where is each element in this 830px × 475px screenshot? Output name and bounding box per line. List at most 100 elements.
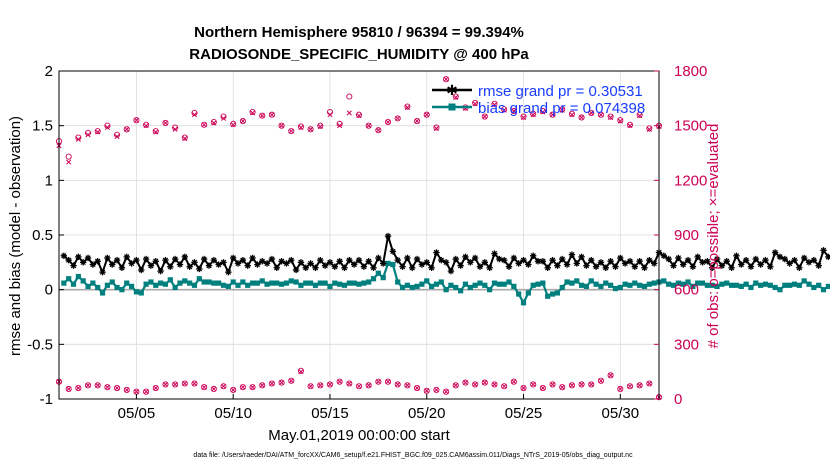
obs-evaluated-point: [86, 383, 90, 387]
obs-evaluated-point: [483, 380, 487, 384]
obs-possible-point: [182, 135, 187, 140]
obs-possible-point: [627, 122, 632, 127]
bias-point: [158, 281, 163, 286]
bias-point: [637, 283, 642, 288]
obs-evaluated-point: [260, 383, 264, 387]
obs-evaluated-point: [173, 382, 177, 386]
data-file-footnote: data file: /Users/raeder/DAI/ATM_forcXX/…: [193, 452, 633, 459]
bias-point: [61, 281, 66, 286]
left-tick-label: 1: [45, 172, 53, 189]
legend: ✱ rmse grand pr = 0.30531 bias grand pr …: [432, 82, 645, 117]
obs-evaluated-point: [376, 128, 380, 132]
right-tick-label: 0: [674, 391, 682, 408]
rmse-point: [191, 259, 197, 265]
obs-evaluated-point: [241, 119, 245, 123]
bias-point: [773, 285, 778, 290]
obs-possible-point: [66, 154, 71, 159]
bias-point: [511, 284, 516, 289]
bias-point: [492, 281, 497, 286]
bias-point: [250, 281, 255, 286]
rmse-point: [733, 253, 739, 259]
bias-point: [724, 281, 729, 286]
obs-evaluated-point: [308, 384, 312, 388]
bias-point: [221, 283, 226, 288]
bias-point: [424, 278, 429, 283]
bias-point: [598, 284, 603, 289]
obs-possible-point: [356, 112, 361, 117]
obs-evaluated-point: [96, 383, 100, 387]
rmse-point: [607, 258, 613, 264]
legend-bias-label: bias grand pr = 0.074398: [478, 100, 645, 117]
right-tick-label: 600: [674, 282, 699, 299]
bias-point: [661, 278, 666, 283]
bias-point: [337, 282, 342, 287]
bias-point: [255, 281, 260, 286]
bias-point: [168, 277, 173, 282]
bias-point: [390, 262, 395, 267]
x-tick-label: 05/30: [602, 405, 640, 422]
obs-evaluated-point: [163, 121, 167, 125]
rmse-point: [491, 250, 497, 256]
rmse-point: [453, 256, 459, 262]
bias-point: [608, 283, 613, 288]
obs-evaluated-point: [66, 387, 70, 391]
bias-point: [545, 294, 550, 299]
obs-possible-point: [298, 124, 303, 129]
rmse-point: [303, 265, 309, 271]
obs-evaluated-point: [144, 390, 148, 394]
bias-point: [540, 281, 545, 286]
rmse-point: [385, 233, 391, 239]
bias-point: [139, 290, 144, 295]
rmse-point: [143, 256, 149, 262]
bias-point: [235, 283, 240, 288]
y-axis-left-label: rmse and bias (model - observation): [7, 116, 24, 356]
bias-point: [473, 283, 478, 288]
bias-point: [110, 279, 115, 284]
right-tick-label: 900: [674, 227, 699, 244]
bias-point: [434, 282, 439, 287]
rmse-point: [680, 261, 686, 267]
bias-point: [81, 278, 86, 283]
rmse-point: [651, 260, 657, 266]
bias-point: [448, 283, 453, 288]
rmse-point: [249, 255, 255, 261]
bias-point: [521, 300, 526, 305]
obs-evaluated-point: [415, 386, 419, 390]
bias-point: [826, 284, 830, 289]
rmse-point: [80, 259, 86, 265]
bias-point: [376, 271, 381, 276]
obs-evaluated-point: [76, 386, 80, 390]
rmse-point: [428, 265, 434, 271]
bias-point: [429, 284, 434, 289]
obs-evaluated-point: [531, 382, 535, 386]
rmse-point: [641, 265, 647, 271]
bias-point: [821, 287, 826, 292]
bias-point: [439, 279, 444, 284]
obs-possible-point: [250, 109, 255, 114]
y-axis-right-label: # of obs: o=possible; ×=evaluated: [705, 124, 722, 349]
obs-evaluated-point: [347, 111, 351, 115]
bias-point: [550, 291, 555, 296]
bias-point: [443, 287, 448, 292]
bias-point: [642, 284, 647, 289]
bias-point: [797, 283, 802, 288]
left-tick-label: 0: [45, 282, 53, 299]
obs-evaluated-point: [599, 379, 603, 383]
bias-point: [119, 287, 124, 292]
rmse-point: [254, 261, 260, 267]
bias-point: [124, 281, 129, 286]
rmse-point: [820, 247, 826, 253]
bias-point: [85, 284, 90, 289]
obs-evaluated-point: [396, 382, 400, 386]
rmse-point: [104, 255, 110, 261]
bias-point: [816, 283, 821, 288]
obs-evaluated-point: [279, 380, 283, 384]
left-tick-label: 2: [45, 63, 53, 80]
bias-point: [269, 281, 274, 286]
bias-point: [313, 283, 318, 288]
bias-point: [618, 285, 623, 290]
bias-point: [366, 279, 371, 284]
bias-point: [264, 282, 269, 287]
